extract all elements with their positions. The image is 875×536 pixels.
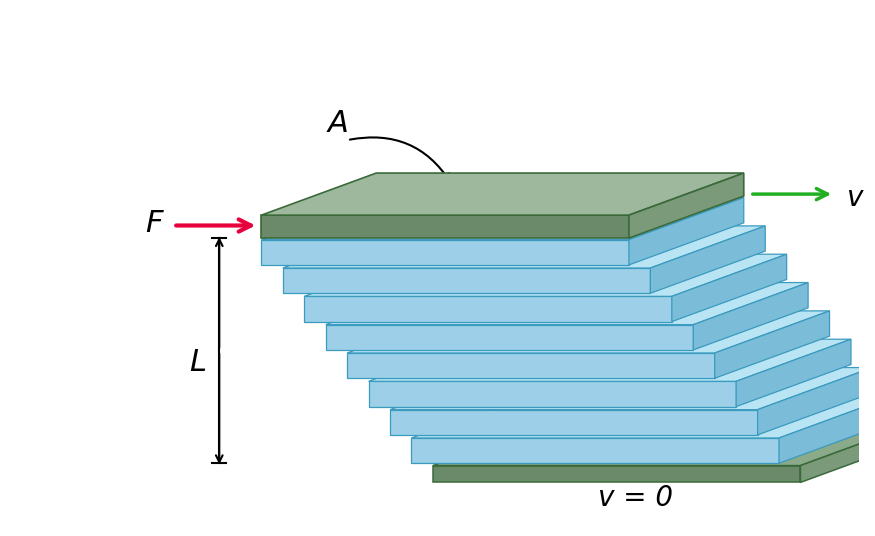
Polygon shape [758,368,872,435]
Polygon shape [693,282,808,350]
Polygon shape [390,410,758,435]
Polygon shape [304,296,672,322]
Polygon shape [368,381,736,407]
Polygon shape [368,339,851,381]
Polygon shape [801,423,875,482]
Text: v = 0: v = 0 [598,483,673,512]
Polygon shape [736,339,851,407]
Text: v: v [847,184,864,212]
Polygon shape [629,173,744,238]
Polygon shape [650,226,766,293]
Polygon shape [672,254,787,322]
Polygon shape [347,311,830,353]
Polygon shape [262,215,629,238]
Polygon shape [629,198,744,265]
Polygon shape [411,438,779,463]
Polygon shape [283,268,650,293]
Text: F: F [145,210,163,239]
Polygon shape [715,311,830,378]
Polygon shape [262,240,629,265]
Polygon shape [262,173,744,215]
Polygon shape [304,254,787,296]
Polygon shape [433,423,875,466]
Text: A: A [327,109,348,138]
Polygon shape [779,396,875,463]
Polygon shape [283,226,766,268]
Polygon shape [326,325,693,350]
Polygon shape [390,368,872,410]
Polygon shape [326,282,808,325]
Polygon shape [411,396,875,438]
Polygon shape [433,466,801,482]
Polygon shape [262,198,744,240]
Text: L: L [189,348,206,377]
Polygon shape [347,353,715,378]
